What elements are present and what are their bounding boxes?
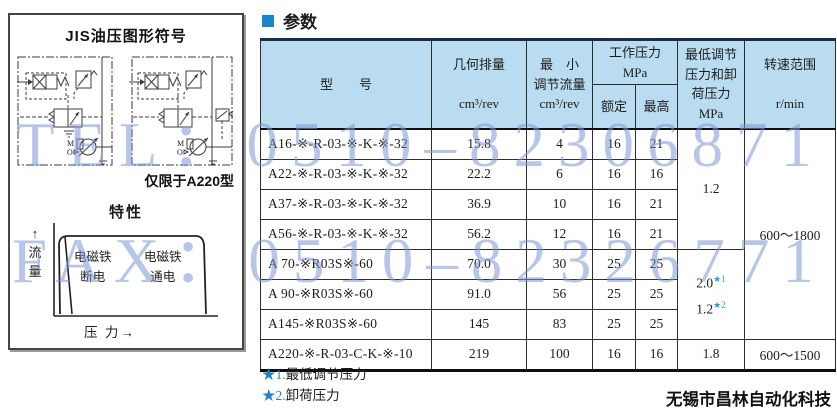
hydraulic-schematic-a-series: M O [17,56,113,166]
jis-symbol-panel: JIS油压图形符号 [8,13,244,350]
min-flow-cell: 6 [526,158,593,190]
hydraulic-schematic-a220: M O [129,56,234,166]
max-pressure-cell: 25 [634,308,679,340]
model-cell: A 90-※R03S※-60 [260,278,432,310]
rated-pressure-cell: 25 [592,278,636,310]
model-cell: A16-※-R-03-※-K-※-32 [260,128,432,160]
table-row: A220-※-R-03-C-K-※-10 219 100 16 16 1.8 6… [260,338,837,371]
displacement-cell: 15.8 [431,128,527,160]
displacement-cell: 219 [431,338,527,371]
model-cell: A 70-※R03S※-60 [260,248,432,280]
min-flow-cell: 10 [526,188,593,220]
footnote-2-mark: ★2. [262,388,286,403]
model-cell: A56-※-R-03-※-K-※-32 [260,218,432,250]
min-flow-cell: 56 [526,278,593,310]
displacement-cell: 56.2 [431,218,527,250]
col-header-displacement: 几何排量 cm³/rev [431,39,527,130]
footnote-2-text: 卸荷压力 [285,388,340,403]
table-row: A 70-※R03S※-60 70.0 30 25 25 2.0★1 1.2★2 [260,248,836,340]
panel-title: JIS油压图形符号 [65,28,187,45]
footnote-ref-2: ★2 [713,300,726,310]
model-cell: A145-※R03S※-60 [260,308,432,340]
hydraulic-diagrams: M O [14,51,238,173]
model-cell: A220-※-R-03-C-K-※-10 [260,338,432,371]
blue-square-bullet-icon [262,14,274,27]
displacement-cell: 145 [431,308,527,340]
col-header-speed-range: 转速范围 r/min [744,39,837,130]
footnote-ref-1: ★1 [713,273,726,284]
rated-pressure-cell: 16 [592,188,636,220]
col-header-working-pressure: 工作压力 MPa [591,39,679,85]
speed-range-merged-cell: 600～1800 [744,128,837,340]
model-cell: A22-※-R-03-※-K-※-32 [260,158,432,190]
company-name: 无锡市昌林自动化科技 [666,391,831,409]
max-pressure-cell: 21 [634,218,679,250]
table-row: A 90-※R03S※-60 91.0 56 25 25 [260,278,836,310]
footnotes: ★1.最低调节压力 ★2.卸荷压力 [262,364,367,406]
solenoid-off-label: 电磁铁 断电 [74,250,112,284]
table-row: A16-※-R-03-※-K-※-32 15.8 4 16 21 1.2 600… [260,128,837,340]
min-flow-cell: 83 [526,308,593,340]
displacement-cell: 22.2 [431,158,527,190]
min-flow-cell: 100 [526,338,593,371]
pressure-axis-label: 压 力→ [84,325,136,340]
table-row: A56-※-R-03-※-K-※-32 56.2 12 16 21 [260,218,836,250]
col-header-max: 最高 [634,84,679,130]
footnote-1: ★1.最低调节压力 [262,364,367,385]
solenoid-on-label: 电磁铁 通电 [144,250,182,284]
col-header-min-pressure: 最低调节 压力和卸 荷压力 MPa [677,39,746,130]
parameters-section-header: 参数 [262,8,317,33]
min-flow-cell: 4 [526,128,593,160]
min-pressure-cell: 1.8 [677,338,746,371]
rated-pressure-cell: 16 [592,218,636,250]
col-header-rated: 额定 [592,84,636,130]
displacement-cell: 36.9 [431,188,527,220]
outlet-label: O [177,148,183,157]
max-pressure-cell: 16 [634,338,679,371]
characteristics-curves [53,223,218,317]
rated-pressure-cell: 16 [592,158,636,190]
min-flow-cell: 12 [526,218,593,250]
max-pressure-cell: 21 [634,188,679,220]
min-pressure-merged-cell: 1.2 [677,128,746,250]
table-row: A37-※-R-03-※-K-※-32 36.9 10 16 21 [260,188,836,220]
rated-pressure-cell: 25 [592,308,636,340]
a220-only-caption: 仅限于A220型 [144,173,234,189]
table-row: A22-※-R-03-※-K-※-32 22.2 6 16 16 [260,158,836,190]
characteristics-title: 特性 [108,204,143,221]
footnote-1-text: 最低调节压力 [285,367,367,382]
footnote-1-mark: ★1. [262,367,286,382]
section-title: 参数 [283,13,317,32]
outlet-label: O [67,148,73,157]
rated-pressure-cell: 16 [592,128,636,160]
pressure-value: 2.0 [696,275,714,290]
rated-pressure-cell: 16 [592,338,636,371]
max-pressure-cell: 25 [634,278,679,310]
min-flow-cell: 30 [526,248,593,280]
parameters-table: 型 号 几何排量 cm³/rev 最 小 调节流量 cm³/rev 工作压力 M… [260,38,837,372]
characteristics-chart: ↑ 流 量 电磁铁 断电 电磁铁 通电 压 力→ [26,221,228,343]
max-pressure-cell: 21 [634,128,679,160]
flow-axis-label: ↑ 流 量 [28,226,42,279]
footnote-2: ★2.卸荷压力 [262,385,367,406]
displacement-cell: 70.0 [431,248,527,280]
col-header-model: 型 号 [260,39,432,130]
max-pressure-cell: 25 [634,248,679,280]
motor-label: M [177,139,184,148]
rated-pressure-cell: 25 [592,248,636,280]
pressure-value: 1.2 [696,301,714,317]
displacement-cell: 91.0 [431,278,527,310]
speed-range-cell: 600～1500 [744,338,837,371]
max-pressure-cell: 16 [634,158,679,190]
motor-label: M [67,139,74,148]
model-cell: A37-※-R-03-※-K-※-32 [260,188,432,220]
min-pressure-merged-cell-starred: 2.0★1 1.2★2 [677,248,746,340]
col-header-min-flow: 最 小 调节流量 cm³/rev [526,39,593,130]
